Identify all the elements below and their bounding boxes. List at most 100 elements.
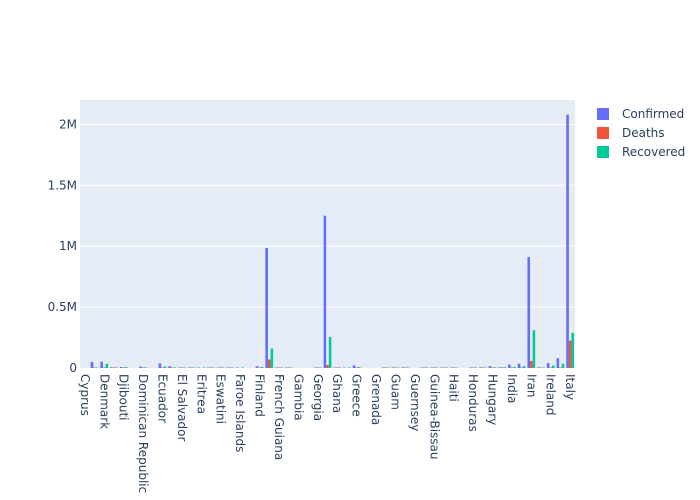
- bar-confirmed-israel[interactable]: [556, 358, 560, 368]
- bar-deaths-diamond-princess[interactable]: [112, 367, 116, 369]
- bar-confirmed-french-guiana[interactable]: [275, 367, 278, 369]
- bar-recovered-ghana[interactable]: [338, 367, 342, 369]
- bar-recovered-iraq[interactable]: [542, 367, 545, 369]
- bar-recovered-diamond-princess[interactable]: [115, 367, 118, 368]
- bar-deaths-french-guiana[interactable]: [277, 367, 281, 369]
- bar-confirmed-indonesia[interactable]: [517, 363, 521, 368]
- bar-confirmed-iceland[interactable]: [498, 367, 501, 368]
- bar-confirmed-gabon[interactable]: [284, 367, 288, 369]
- bar-deaths-honduras[interactable]: [471, 367, 475, 369]
- bar-confirmed-honduras[interactable]: [469, 367, 472, 369]
- bar-recovered-guam[interactable]: [396, 367, 400, 369]
- bar-confirmed-guam[interactable]: [391, 367, 395, 369]
- bar-deaths-dominican-republic[interactable]: [141, 367, 145, 369]
- bar-deaths-ethiopia[interactable]: [229, 367, 232, 369]
- bar-confirmed-guinea-bissau[interactable]: [430, 367, 433, 369]
- bar-deaths-israel[interactable]: [559, 367, 562, 369]
- bar-recovered-georgia[interactable]: [319, 367, 322, 369]
- bar-confirmed-guinea[interactable]: [420, 367, 424, 369]
- bar-deaths-germany[interactable]: [326, 364, 329, 368]
- bar-recovered-equatorial-guinea[interactable]: [192, 367, 196, 369]
- bar-recovered-israel[interactable]: [561, 363, 565, 368]
- bar-confirmed-eritrea[interactable]: [197, 367, 201, 369]
- bar-recovered-dominican-republic[interactable]: [144, 367, 147, 368]
- bar-deaths-ecuador[interactable]: [161, 367, 164, 369]
- legend-item-recovered[interactable]: Recovered: [597, 145, 685, 159]
- bar-recovered-hong-kong[interactable]: [484, 367, 487, 369]
- bar-confirmed-dominican-republic[interactable]: [139, 366, 142, 368]
- bar-confirmed-guatemala[interactable]: [401, 367, 404, 368]
- bar-deaths-guyana[interactable]: [442, 367, 446, 369]
- bar-confirmed-georgia[interactable]: [313, 367, 317, 369]
- bar-recovered-guinea-bissau[interactable]: [435, 367, 439, 369]
- bar-confirmed-czechia[interactable]: [90, 361, 94, 368]
- bar-confirmed-iraq[interactable]: [537, 367, 540, 368]
- bar-deaths-india[interactable]: [510, 367, 514, 369]
- bar-recovered-eswatini[interactable]: [222, 367, 225, 369]
- bar-confirmed-ethiopia[interactable]: [226, 367, 230, 369]
- bar-recovered-estonia[interactable]: [212, 367, 215, 369]
- bar-confirmed-denmark[interactable]: [100, 361, 103, 368]
- bar-confirmed-egypt[interactable]: [168, 366, 171, 368]
- bar-recovered-ireland[interactable]: [552, 365, 555, 368]
- bar-recovered-denmark[interactable]: [105, 363, 109, 368]
- bars[interactable]: [90, 114, 575, 369]
- bar-deaths-equatorial-guinea[interactable]: [190, 367, 193, 369]
- bar-confirmed-guyana[interactable]: [440, 367, 443, 369]
- bar-confirmed-guadeloupe[interactable]: [381, 367, 385, 369]
- bar-recovered-egypt[interactable]: [173, 367, 177, 369]
- bar-deaths-finland[interactable]: [258, 367, 261, 369]
- bar-confirmed-france[interactable]: [265, 248, 268, 368]
- bar-deaths-guinea[interactable]: [423, 367, 426, 369]
- bar-recovered-france[interactable]: [270, 348, 274, 368]
- bar-deaths-djibouti[interactable]: [122, 367, 125, 369]
- bar-recovered-hungary[interactable]: [493, 367, 497, 368]
- bar-deaths-haiti[interactable]: [452, 367, 455, 369]
- bar-recovered-iran[interactable]: [532, 330, 536, 368]
- bar-recovered-guyana[interactable]: [445, 367, 448, 369]
- bar-recovered-india[interactable]: [513, 367, 516, 368]
- bar-confirmed-iran[interactable]: [527, 257, 531, 368]
- bar-recovered-eritrea[interactable]: [202, 367, 206, 369]
- bar-confirmed-diamond-princess[interactable]: [110, 367, 113, 368]
- bar-deaths-iran[interactable]: [530, 360, 533, 368]
- bar-confirmed-haiti[interactable]: [449, 367, 453, 369]
- bar-recovered-el-salvador[interactable]: [183, 367, 186, 369]
- bar-confirmed-equatorial-guinea[interactable]: [187, 367, 191, 369]
- bar-recovered-honduras[interactable]: [474, 367, 477, 369]
- bar-recovered-djibouti[interactable]: [124, 367, 128, 368]
- bar-deaths-france[interactable]: [267, 359, 271, 368]
- bar-confirmed-djibouti[interactable]: [119, 367, 123, 368]
- bar-deaths-czechia[interactable]: [93, 367, 96, 369]
- bar-recovered-guinea[interactable]: [425, 367, 429, 369]
- bar-confirmed-eswatini[interactable]: [216, 367, 220, 369]
- bar-recovered-greece[interactable]: [357, 367, 361, 368]
- bar-confirmed-germany[interactable]: [323, 215, 327, 368]
- bar-deaths-georgia[interactable]: [316, 367, 320, 369]
- bar-deaths-indonesia[interactable]: [520, 367, 523, 369]
- bar-confirmed-ecuador[interactable]: [158, 363, 162, 368]
- bar-deaths-greece[interactable]: [355, 367, 358, 369]
- bar-deaths-hong-kong[interactable]: [481, 367, 485, 369]
- bar-deaths-el-salvador[interactable]: [180, 367, 184, 369]
- bar-deaths-italy[interactable]: [568, 340, 572, 368]
- bar-confirmed-ireland[interactable]: [546, 363, 550, 368]
- bar-confirmed-gibraltar[interactable]: [343, 367, 346, 369]
- bar-recovered-germany[interactable]: [328, 336, 332, 368]
- bar-deaths-guam[interactable]: [394, 367, 397, 369]
- bar-deaths-hungary[interactable]: [491, 367, 494, 369]
- bar-recovered-czechia[interactable]: [95, 367, 99, 369]
- bar-deaths-estonia[interactable]: [209, 367, 213, 369]
- bar-confirmed-hungary[interactable]: [488, 366, 492, 368]
- bar-recovered-guatemala[interactable]: [406, 367, 410, 369]
- bar-confirmed-faroe-islands[interactable]: [236, 367, 239, 369]
- bar-recovered-ecuador[interactable]: [163, 366, 167, 368]
- bar-recovered-faroe-islands[interactable]: [241, 367, 245, 369]
- bar-recovered-guadeloupe[interactable]: [387, 367, 390, 369]
- bar-deaths-denmark[interactable]: [102, 367, 106, 369]
- bar-deaths-ireland[interactable]: [549, 367, 553, 369]
- bar-confirmed-italy[interactable]: [566, 114, 569, 368]
- bar-recovered-iceland[interactable]: [503, 367, 507, 368]
- bar-deaths-ghana[interactable]: [335, 367, 339, 369]
- bar-confirmed-india[interactable]: [508, 364, 511, 368]
